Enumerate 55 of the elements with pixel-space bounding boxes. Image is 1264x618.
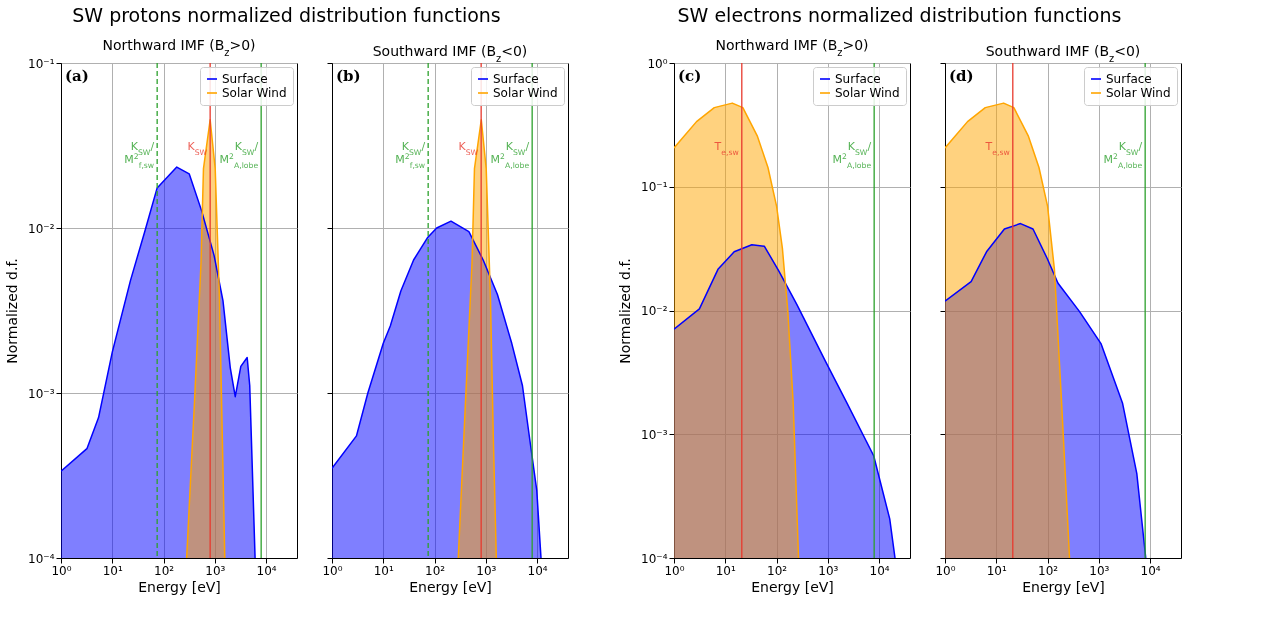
y-tick-label: 10⁻¹ [28,56,55,71]
legend-label: Surface [493,72,539,86]
ref-line-label: T$_{e,sw}$ [713,140,739,157]
y-tick-label: 10⁻⁴ [28,551,55,566]
x-axis-title: Energy [eV] [1022,578,1105,595]
x-tick-label: 10² [425,563,446,578]
x-tick-label: 10² [154,563,175,578]
chart-subtitle: Southward IMF (B$_{z}$<0) [985,42,1141,63]
y-tick-label: 10⁰ [647,56,668,71]
chart-subtitle: Southward IMF (B$_{z}$<0) [372,42,528,63]
x-tick-label: 10³ [205,563,226,578]
x-tick-label: 10³ [818,563,839,578]
y-axis-title: Normalized d.f. [4,258,21,364]
chart-title: SW electrons normalized distribution functions [677,4,1122,28]
y-tick-label: 10⁻³ [641,427,668,442]
x-tick-label: 10⁴ [256,563,277,578]
x-tick-label: 10³ [476,563,497,578]
x-tick-label: 10³ [1089,563,1110,578]
chart-subtitle: Northward IMF (B$_{z}$>0) [102,37,256,58]
annotation: (a) [65,67,89,85]
x-tick-label: 10⁰ [51,563,72,578]
y-tick-label: 10⁻⁴ [641,551,668,566]
x-tick-label: 10¹ [102,563,123,578]
x-tick-label: 10² [1038,563,1059,578]
x-tick-label: 10⁰ [935,563,956,578]
x-axis-title: Energy [eV] [751,578,834,595]
legend-label: Solar Wind [1106,86,1171,100]
legend-label: Surface [835,72,881,86]
x-tick-label: 10¹ [715,563,736,578]
legend-label: Solar Wind [835,86,900,100]
x-axis-title: Energy [eV] [138,578,221,595]
legend-label: Surface [1106,72,1152,86]
x-tick-label: 10⁴ [869,563,890,578]
x-tick-label: 10¹ [373,563,394,578]
annotation: (b) [336,67,361,85]
legend-label: Surface [222,72,268,86]
legend-label: Solar Wind [222,86,287,100]
x-tick-label: 10¹ [986,563,1007,578]
annotation: (d) [949,67,974,85]
y-tick-label: 10⁻³ [28,386,55,401]
x-tick-label: 10⁴ [1140,563,1161,578]
x-axis-title: Energy [eV] [409,578,492,595]
y-axis-title: Normalized d.f. [617,258,634,364]
y-tick-label: 10⁻² [28,221,55,236]
chart-subtitle: Northward IMF (B$_{z}$>0) [715,37,869,58]
x-tick-label: 10⁰ [322,563,343,578]
legend-label: Solar Wind [493,86,558,100]
y-tick-label: 10⁻¹ [641,180,668,195]
ref-line-label: T$_{e,sw}$ [984,140,1010,157]
chart-title: SW protons normalized distribution functions [72,4,501,28]
x-tick-label: 10² [767,563,788,578]
y-tick-label: 10⁻² [641,304,668,318]
x-tick-label: 10⁰ [664,563,685,578]
annotation: (c) [678,67,702,85]
x-tick-label: 10⁴ [527,563,548,578]
